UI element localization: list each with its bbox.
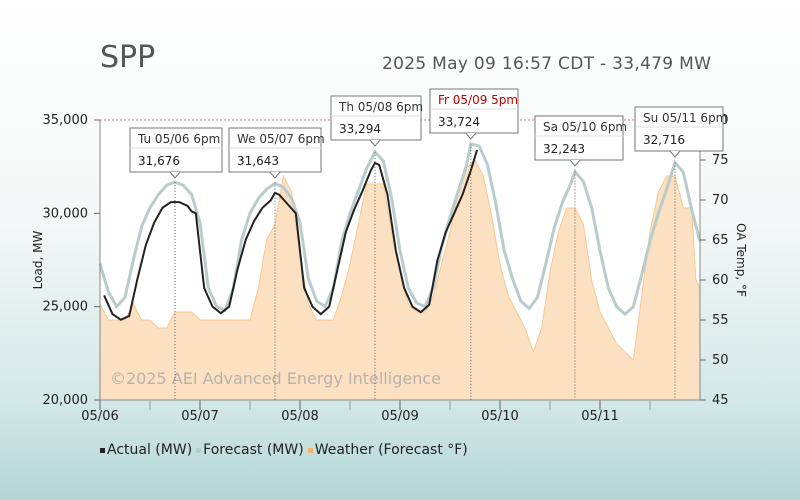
peak-callout-pointer (569, 159, 581, 167)
peak-callout-box (634, 106, 724, 152)
legend-swatch-actual (100, 447, 105, 453)
peak-callout-box (228, 127, 322, 173)
peak-callout-box (429, 88, 519, 134)
peak-callout-day: Sa 05/10 6pm (543, 120, 627, 134)
y2-tick-label: 65 (712, 233, 729, 248)
peak-callout-pointer (269, 171, 281, 179)
status-line: 2025 May 09 16:57 CDT - 33,479 MW (382, 54, 712, 74)
legend-item-forecast[interactable]: Forecast (MW) (196, 442, 304, 458)
y2-tick-label: 45 (712, 393, 729, 408)
peak-callout-day: Th 05/08 6pm (338, 100, 423, 114)
peak-callout-value: 31,643 (237, 154, 279, 168)
forecast-line (98, 141, 702, 317)
chart-legend: Actual (MW) Forecast (MW) Weather (Forec… (100, 442, 472, 458)
y2-tick-label: 55 (712, 313, 729, 328)
actual-line (103, 149, 479, 321)
y2-axis-label: OA Temp, °F (734, 223, 748, 297)
peak-callout-pointer (669, 150, 681, 158)
peak-callout-box (534, 115, 624, 161)
peak-callout-value: 32,716 (643, 133, 685, 147)
x-tick-label: 05/09 (381, 409, 418, 424)
x-tick-label: 05/11 (581, 409, 618, 424)
x-tick-label: 05/08 (281, 409, 318, 424)
peak-callout-box (330, 95, 422, 141)
x-tick-label: 05/07 (181, 409, 218, 424)
legend-swatch-weather (307, 447, 313, 453)
peak-callout-box (129, 127, 223, 173)
peak-callout-day: Tu 05/06 6pm (137, 132, 220, 146)
y-tick-label: 30,000 (43, 206, 89, 221)
weather-area (99, 159, 701, 401)
y-axis-label: Load, MW (31, 231, 45, 290)
legend-label-forecast: Forecast (MW) (203, 442, 304, 458)
x-tick-label: 05/06 (81, 409, 118, 424)
y-tick-label: 25,000 (43, 300, 89, 315)
peak-callout-value: 33,724 (438, 115, 480, 129)
y2-tick-label: 70 (712, 193, 729, 208)
legend-item-weather[interactable]: Weather (Forecast °F) (307, 442, 468, 458)
peak-callout-value: 32,243 (543, 142, 585, 156)
peak-callout-value: 31,676 (138, 154, 180, 168)
y2-tick-label: 50 (712, 353, 729, 368)
y2-tick-label: 60 (712, 273, 729, 288)
legend-swatch-forecast (196, 447, 202, 453)
peak-callout-pointer (369, 139, 381, 147)
legend-label-weather: Weather (Forecast °F) (314, 442, 468, 458)
y2-tick-label: 75 (712, 153, 729, 168)
peak-callout-value: 33,294 (339, 122, 381, 136)
x-tick-label: 05/10 (481, 409, 518, 424)
peak-callout-day: Fr 05/09 5pm (438, 93, 518, 107)
peak-callout-day: Su 05/11 6pm (643, 111, 727, 125)
legend-label-actual: Actual (MW) (107, 442, 193, 458)
region-title: SPP (100, 40, 156, 75)
y-tick-label: 35,000 (43, 113, 89, 128)
legend-item-actual[interactable]: Actual (MW) (100, 442, 192, 458)
y-tick-label: 20,000 (43, 393, 89, 408)
peak-callout-pointer (465, 132, 477, 140)
peak-callout-pointer (169, 171, 181, 179)
peak-callout-day: We 05/07 6pm (237, 132, 325, 146)
